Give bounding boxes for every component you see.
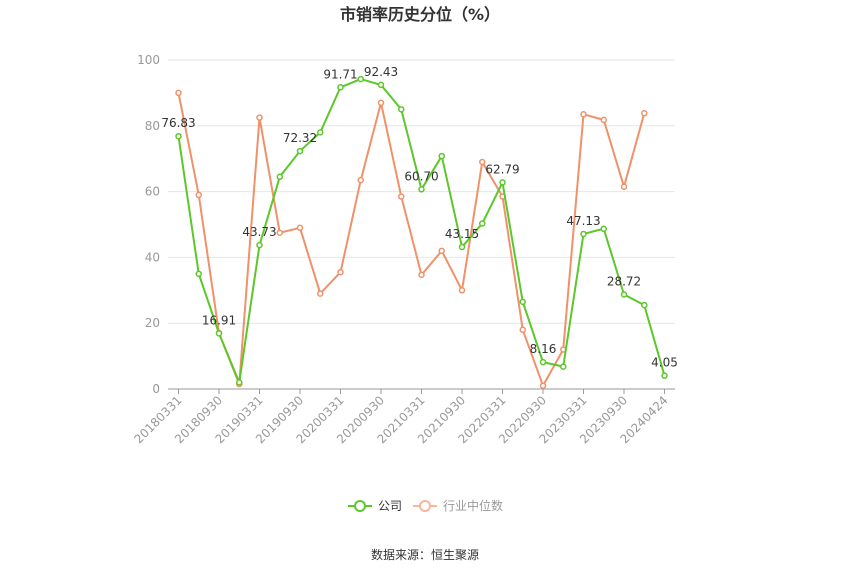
data-point-company <box>580 230 587 238</box>
data-label: 8.16 <box>530 342 557 356</box>
data-label: 28.72 <box>607 275 641 289</box>
data-point-industry <box>539 382 547 389</box>
data-point-company <box>539 358 547 366</box>
y-tick-label: 20 <box>145 316 160 330</box>
data-point-industry <box>600 116 607 124</box>
data-point-company <box>296 147 304 155</box>
data-label: 72.32 <box>283 131 317 145</box>
data-point-industry <box>276 229 283 236</box>
data-label: 47.13 <box>566 214 600 228</box>
data-label: 43.73 <box>242 225 276 239</box>
legend[interactable]: 公司 行业中位数 <box>348 498 503 513</box>
legend-marker-company <box>354 500 366 512</box>
legend-marker-industry <box>419 500 431 512</box>
data-point-company <box>236 379 243 386</box>
data-point-industry <box>317 290 324 297</box>
data-point-company <box>418 186 425 193</box>
y-tick-label: 0 <box>152 382 160 396</box>
data-point-company <box>195 270 202 278</box>
data-point-industry <box>195 191 202 199</box>
data-point-company <box>256 241 263 249</box>
data-point-industry <box>337 268 344 276</box>
data-point-industry <box>418 271 425 279</box>
data-point-company <box>479 220 486 227</box>
y-tick-label: 80 <box>145 119 160 133</box>
data-label: 92.43 <box>364 65 398 79</box>
chart-title: 市销率历史分位（%） <box>340 5 500 24</box>
data-point-industry <box>296 224 304 232</box>
data-label: 91.71 <box>323 67 357 81</box>
data-point-company <box>398 106 405 113</box>
data-point-industry <box>519 326 526 334</box>
data-labels: 76.83 16.91 43.73 72.32 91.71 92.43 60.70 43.15… <box>161 65 678 370</box>
source-note: 数据来源：恒生聚源 <box>371 547 479 562</box>
data-point-company <box>600 225 607 233</box>
data-point-company <box>458 243 466 251</box>
data-point-company <box>620 291 628 298</box>
legend-label-industry: 行业中位数 <box>443 498 503 513</box>
data-label: 76.83 <box>161 116 195 130</box>
data-point-company <box>641 301 648 309</box>
data-point-company <box>519 298 526 306</box>
data-point-industry <box>256 114 263 121</box>
data-point-company <box>661 372 668 379</box>
data-point-company <box>175 132 182 140</box>
data-point-company <box>317 129 324 136</box>
data-point-industry <box>458 287 466 294</box>
y-tick-label: 100 <box>137 53 160 67</box>
y-tick-label: 60 <box>145 185 160 199</box>
data-point-company <box>215 330 223 337</box>
data-point-industry <box>438 247 445 255</box>
axes: 0204060801002018033120180930201903312019… <box>132 53 675 446</box>
data-point-company <box>438 152 445 160</box>
data-label: 60.70 <box>404 169 438 183</box>
data-point-company <box>357 75 364 83</box>
data-point-industry <box>479 158 486 166</box>
data-label: 16.91 <box>202 313 236 327</box>
data-point-industry <box>580 111 587 118</box>
series-line-industry <box>177 92 646 387</box>
data-label: 62.79 <box>485 162 519 176</box>
data-point-industry <box>357 176 364 184</box>
y-tick-label: 40 <box>145 250 160 264</box>
data-point-company <box>499 179 506 186</box>
data-point-company <box>337 84 344 91</box>
data-label: 43.15 <box>445 227 479 241</box>
data-point-industry <box>620 183 628 190</box>
data-point-industry <box>175 89 182 97</box>
legend-item-industry[interactable]: 行业中位数 <box>413 498 503 513</box>
data-point-industry <box>641 110 648 117</box>
legend-item-company[interactable]: 公司 <box>348 499 402 513</box>
series-group <box>175 75 668 389</box>
data-point-company <box>377 81 385 89</box>
data-point-company <box>560 363 567 370</box>
data-label: 4.05 <box>651 356 678 370</box>
legend-label-company: 公司 <box>378 499 402 513</box>
data-point-industry <box>377 99 385 107</box>
data-point-company <box>276 173 283 181</box>
data-point-industry <box>398 193 405 200</box>
